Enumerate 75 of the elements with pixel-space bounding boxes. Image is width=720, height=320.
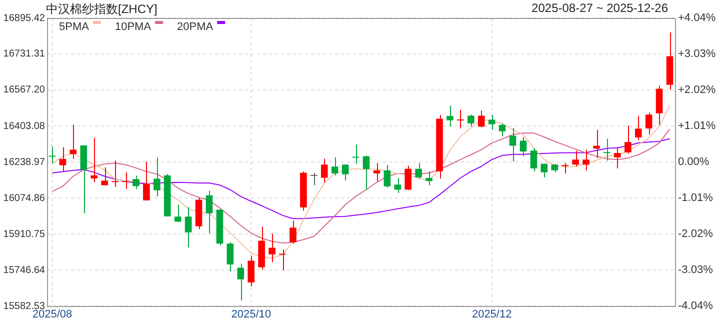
candlestick (206, 190, 213, 234)
candlestick (101, 166, 108, 186)
y2-tick-label: +1.01% (678, 120, 716, 132)
candlestick (572, 150, 579, 167)
candlestick (48, 146, 56, 164)
candlestick (562, 162, 568, 174)
candlestick (478, 110, 485, 128)
candlestick (59, 146, 66, 172)
candlestick (174, 204, 182, 223)
candlestick (331, 156, 338, 176)
y-tick-label: 16567.20 (3, 84, 46, 96)
legend-label: 20PMA (177, 21, 214, 34)
y2-tick-label: -3.03% (678, 264, 714, 276)
candlestick (384, 164, 391, 188)
chart-title: 中汉棉纱指数[ZHCY] (46, 1, 158, 18)
candlestick (90, 137, 98, 183)
candlestick (404, 165, 412, 191)
candlestick (362, 155, 370, 190)
candlestick (184, 206, 192, 248)
candlestick (614, 146, 621, 169)
candlestick (468, 114, 474, 127)
candlestick (488, 114, 496, 130)
candlestick (426, 170, 432, 186)
candlestick (132, 175, 140, 190)
candlestick (530, 147, 538, 172)
x-tick-label: 2025/10 (231, 308, 271, 320)
candlestick (446, 105, 454, 127)
y2-tick-label: -4.04% (678, 300, 714, 312)
y-tick-label: 15910.75 (3, 228, 46, 240)
candlestick (226, 242, 234, 272)
candlestick (624, 125, 632, 154)
candlestick (634, 115, 642, 141)
candlestick (290, 220, 296, 244)
candlestick (509, 127, 516, 162)
y-tick-label: 16238.97 (3, 156, 46, 168)
candlestick (645, 112, 652, 136)
y2-tick-label: +4.04% (678, 12, 716, 24)
candlestick (593, 129, 600, 159)
candlestick (248, 255, 254, 287)
y2-tick-label: +2.02% (678, 84, 716, 96)
candlestick (143, 161, 150, 201)
x-tick-label: 2025/12 (472, 308, 512, 320)
candlestick (70, 124, 77, 160)
candlestick (268, 233, 276, 263)
candlestick (415, 162, 422, 179)
y-tick-label: 16895.42 (3, 12, 46, 24)
y-tick-label: 16074.86 (3, 192, 46, 204)
candlestick (352, 144, 360, 164)
candlestick (310, 172, 318, 186)
candlestick (373, 162, 380, 182)
y-tick-label: 16403.08 (3, 120, 46, 132)
y2-tick-label: +3.03% (678, 48, 716, 60)
candlestick (279, 249, 286, 271)
candlestick (320, 158, 328, 183)
y2-tick-label: 0.00% (678, 156, 710, 168)
candlestick (112, 160, 118, 188)
candlestick (540, 163, 548, 178)
y-tick-label: 16731.31 (3, 48, 46, 60)
y2-tick-label: -2.02% (678, 228, 714, 240)
candlestick (582, 149, 590, 171)
candlestick (154, 157, 160, 197)
candlestick (498, 122, 506, 137)
x-tick-label: 2025/08 (32, 308, 72, 320)
candlestick (122, 172, 129, 190)
candlestick (342, 164, 349, 181)
y-tick-label: 15746.64 (3, 264, 46, 276)
legend-label: 5PMA (59, 21, 90, 34)
candlestick (394, 178, 402, 194)
candlestick (237, 263, 244, 301)
candlestick (457, 109, 464, 129)
y2-tick-label: -1.01% (678, 192, 714, 204)
legend-label: 10PMA (114, 21, 152, 34)
candlestick (604, 138, 610, 162)
chart-subtitle: 2025-08-27 ~ 2025-12-26 (532, 1, 668, 15)
candlestick (520, 136, 527, 157)
